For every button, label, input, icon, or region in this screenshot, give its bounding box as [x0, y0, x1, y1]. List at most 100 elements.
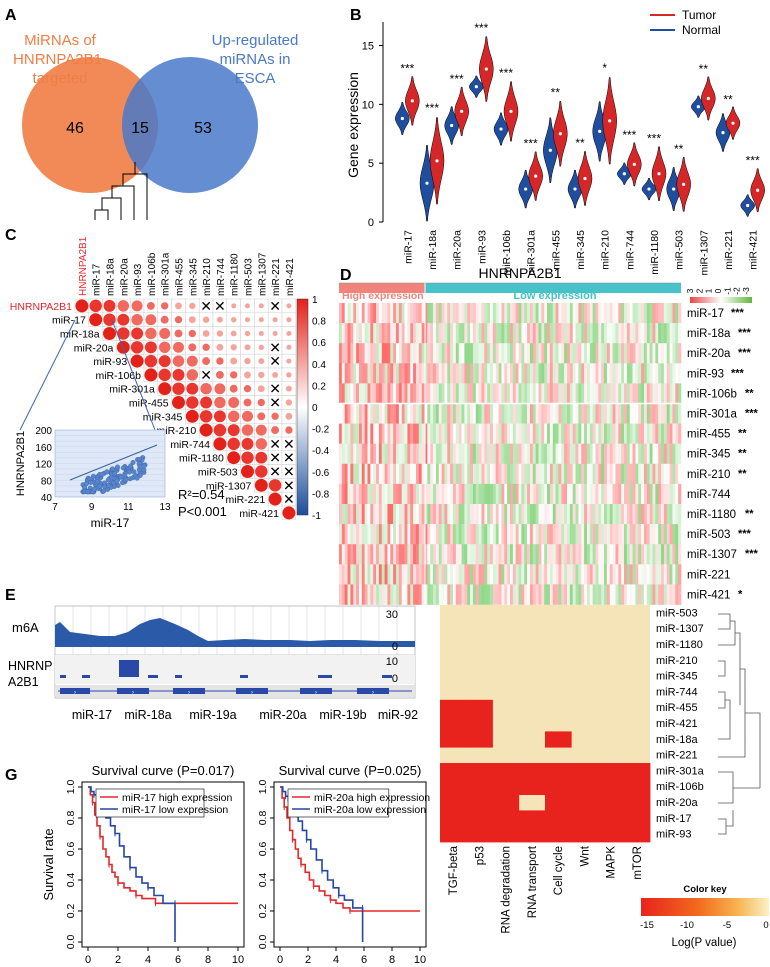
corr-cross: ✕	[283, 477, 295, 493]
heatmap-d-cell	[339, 524, 343, 545]
heatmap-d-cell	[678, 483, 682, 505]
heatmap-d-cell	[507, 343, 511, 364]
heatmap-d-cell	[547, 584, 551, 605]
heatmap-d-cell	[515, 544, 519, 565]
heatmap-d-cell	[430, 363, 434, 384]
heatmap-d-cell	[586, 504, 591, 525]
heatmap-d-cell	[507, 403, 511, 424]
heatmap-d-cell	[581, 584, 585, 605]
heatmap-d-cell	[447, 524, 451, 545]
heatmap-d-cell	[458, 504, 462, 525]
heatmap-d-cell	[441, 323, 445, 344]
heatmap-d-cell	[575, 483, 579, 505]
heatmap-d-cell	[532, 544, 536, 565]
hnrnp-peak	[318, 675, 332, 678]
heatmap-d-cell	[541, 524, 545, 545]
heatmap-d-cell	[675, 323, 679, 344]
heatmap-d-cell	[567, 524, 571, 545]
heatmap-d-cell	[361, 443, 365, 465]
heatmap-d-cell	[501, 423, 505, 444]
violin-xtick-label: miR-18a	[427, 230, 439, 270]
heatmap-d-row-sig: ***	[738, 528, 752, 540]
heatmap-d-cell	[458, 544, 462, 565]
group-label-high: High expression	[342, 290, 424, 302]
heatmap-d-cell	[663, 524, 668, 545]
inset-point	[91, 486, 97, 492]
heatmap-d-cell	[504, 544, 508, 565]
gene-label: miR-92	[378, 708, 418, 722]
heatmap-d-cell	[555, 343, 559, 364]
heatmap-d-cell	[396, 303, 400, 324]
heatmap-d-cell	[541, 403, 545, 424]
heatmap-d-cell	[529, 483, 534, 505]
heatmap-d-cell	[572, 343, 576, 364]
heatmap-d-cell	[595, 383, 599, 404]
heatmap-d-cell	[601, 323, 605, 344]
heatmap-d-cell	[433, 564, 437, 585]
heatmap-d-cell	[396, 524, 400, 545]
heatmap-d-cell	[376, 564, 380, 585]
heatmap-f-col-label: Cell cycle	[553, 846, 565, 895]
inset-xtick: 13	[159, 502, 171, 513]
heatmap-d-cell	[518, 564, 522, 585]
heatmap-d-cell	[529, 403, 534, 424]
heatmap-d-cell	[475, 363, 479, 384]
heatmap-d-cell	[461, 564, 465, 585]
heatmap-d-cell	[661, 303, 665, 324]
heatmap-d-cell	[433, 303, 437, 324]
corr-circle	[230, 357, 238, 365]
heatmap-d-cell	[344, 504, 348, 525]
colorbar-tick: 1	[312, 295, 318, 306]
heatmap-d-cell	[626, 343, 630, 364]
heatmap-d-cell	[444, 423, 448, 444]
heatmap-d-cell	[464, 383, 468, 404]
corr-circle	[271, 426, 280, 435]
heatmap-d-cell	[415, 463, 420, 485]
heatmap-d-cell	[384, 544, 388, 565]
hnrnp-peak	[148, 675, 158, 678]
heatmap-d-cell	[544, 483, 548, 505]
heatmap-d-cell	[390, 423, 394, 444]
heatmap-d-cell	[361, 303, 365, 324]
heatmap-d-cell	[367, 323, 371, 344]
heatmap-d-cell	[510, 363, 514, 384]
heatmap-d-cell	[578, 504, 582, 525]
color-key-tick: -15	[640, 920, 654, 931]
heatmap-d-cell	[661, 443, 665, 465]
heatmap-d-cell	[658, 403, 662, 424]
heatmap-d-cell	[586, 544, 591, 565]
heatmap-d-cell	[407, 403, 411, 424]
heatmap-d-cell	[356, 544, 360, 565]
heatmap-f-row-label: miR-503	[656, 607, 698, 619]
zoom-line	[19, 319, 76, 431]
heatmap-d-cell	[663, 544, 668, 565]
heatmap-d-cell	[484, 524, 488, 545]
inset-point	[123, 477, 129, 483]
heatmap-d-cell	[396, 483, 400, 505]
heatmap-d-cell	[618, 383, 622, 404]
survival-legend	[95, 788, 205, 818]
heatmap-d-cell	[467, 463, 471, 485]
heatmap-d-cell	[638, 524, 642, 545]
heatmap-d-cell	[584, 403, 588, 424]
significance-mark: ***	[499, 66, 513, 80]
heatmap-d-cell	[567, 443, 571, 465]
heatmap-d-cell	[453, 544, 457, 565]
heatmap-d-row-sig: ***	[745, 408, 759, 420]
heatmap-d-cell	[450, 564, 454, 585]
heatmap-d-cell	[478, 504, 482, 525]
heatmap-d-cell	[472, 403, 477, 424]
heatmap-d-cell	[450, 463, 454, 485]
heatmap-d-cell	[381, 584, 385, 605]
heatmap-d-cell	[581, 363, 585, 384]
heatmap-d-cell	[678, 564, 682, 585]
heatmap-d-cell	[427, 504, 431, 525]
heatmap-d-cell	[470, 443, 474, 465]
dendrogram	[94, 162, 148, 220]
heatmap-d-cell	[376, 524, 380, 545]
heatmap-d-cell	[387, 383, 391, 404]
heatmap-d-cell	[341, 584, 345, 605]
heatmap-d-cell	[529, 564, 534, 585]
inset-point	[104, 469, 110, 475]
heatmap-d-cell	[495, 463, 499, 485]
